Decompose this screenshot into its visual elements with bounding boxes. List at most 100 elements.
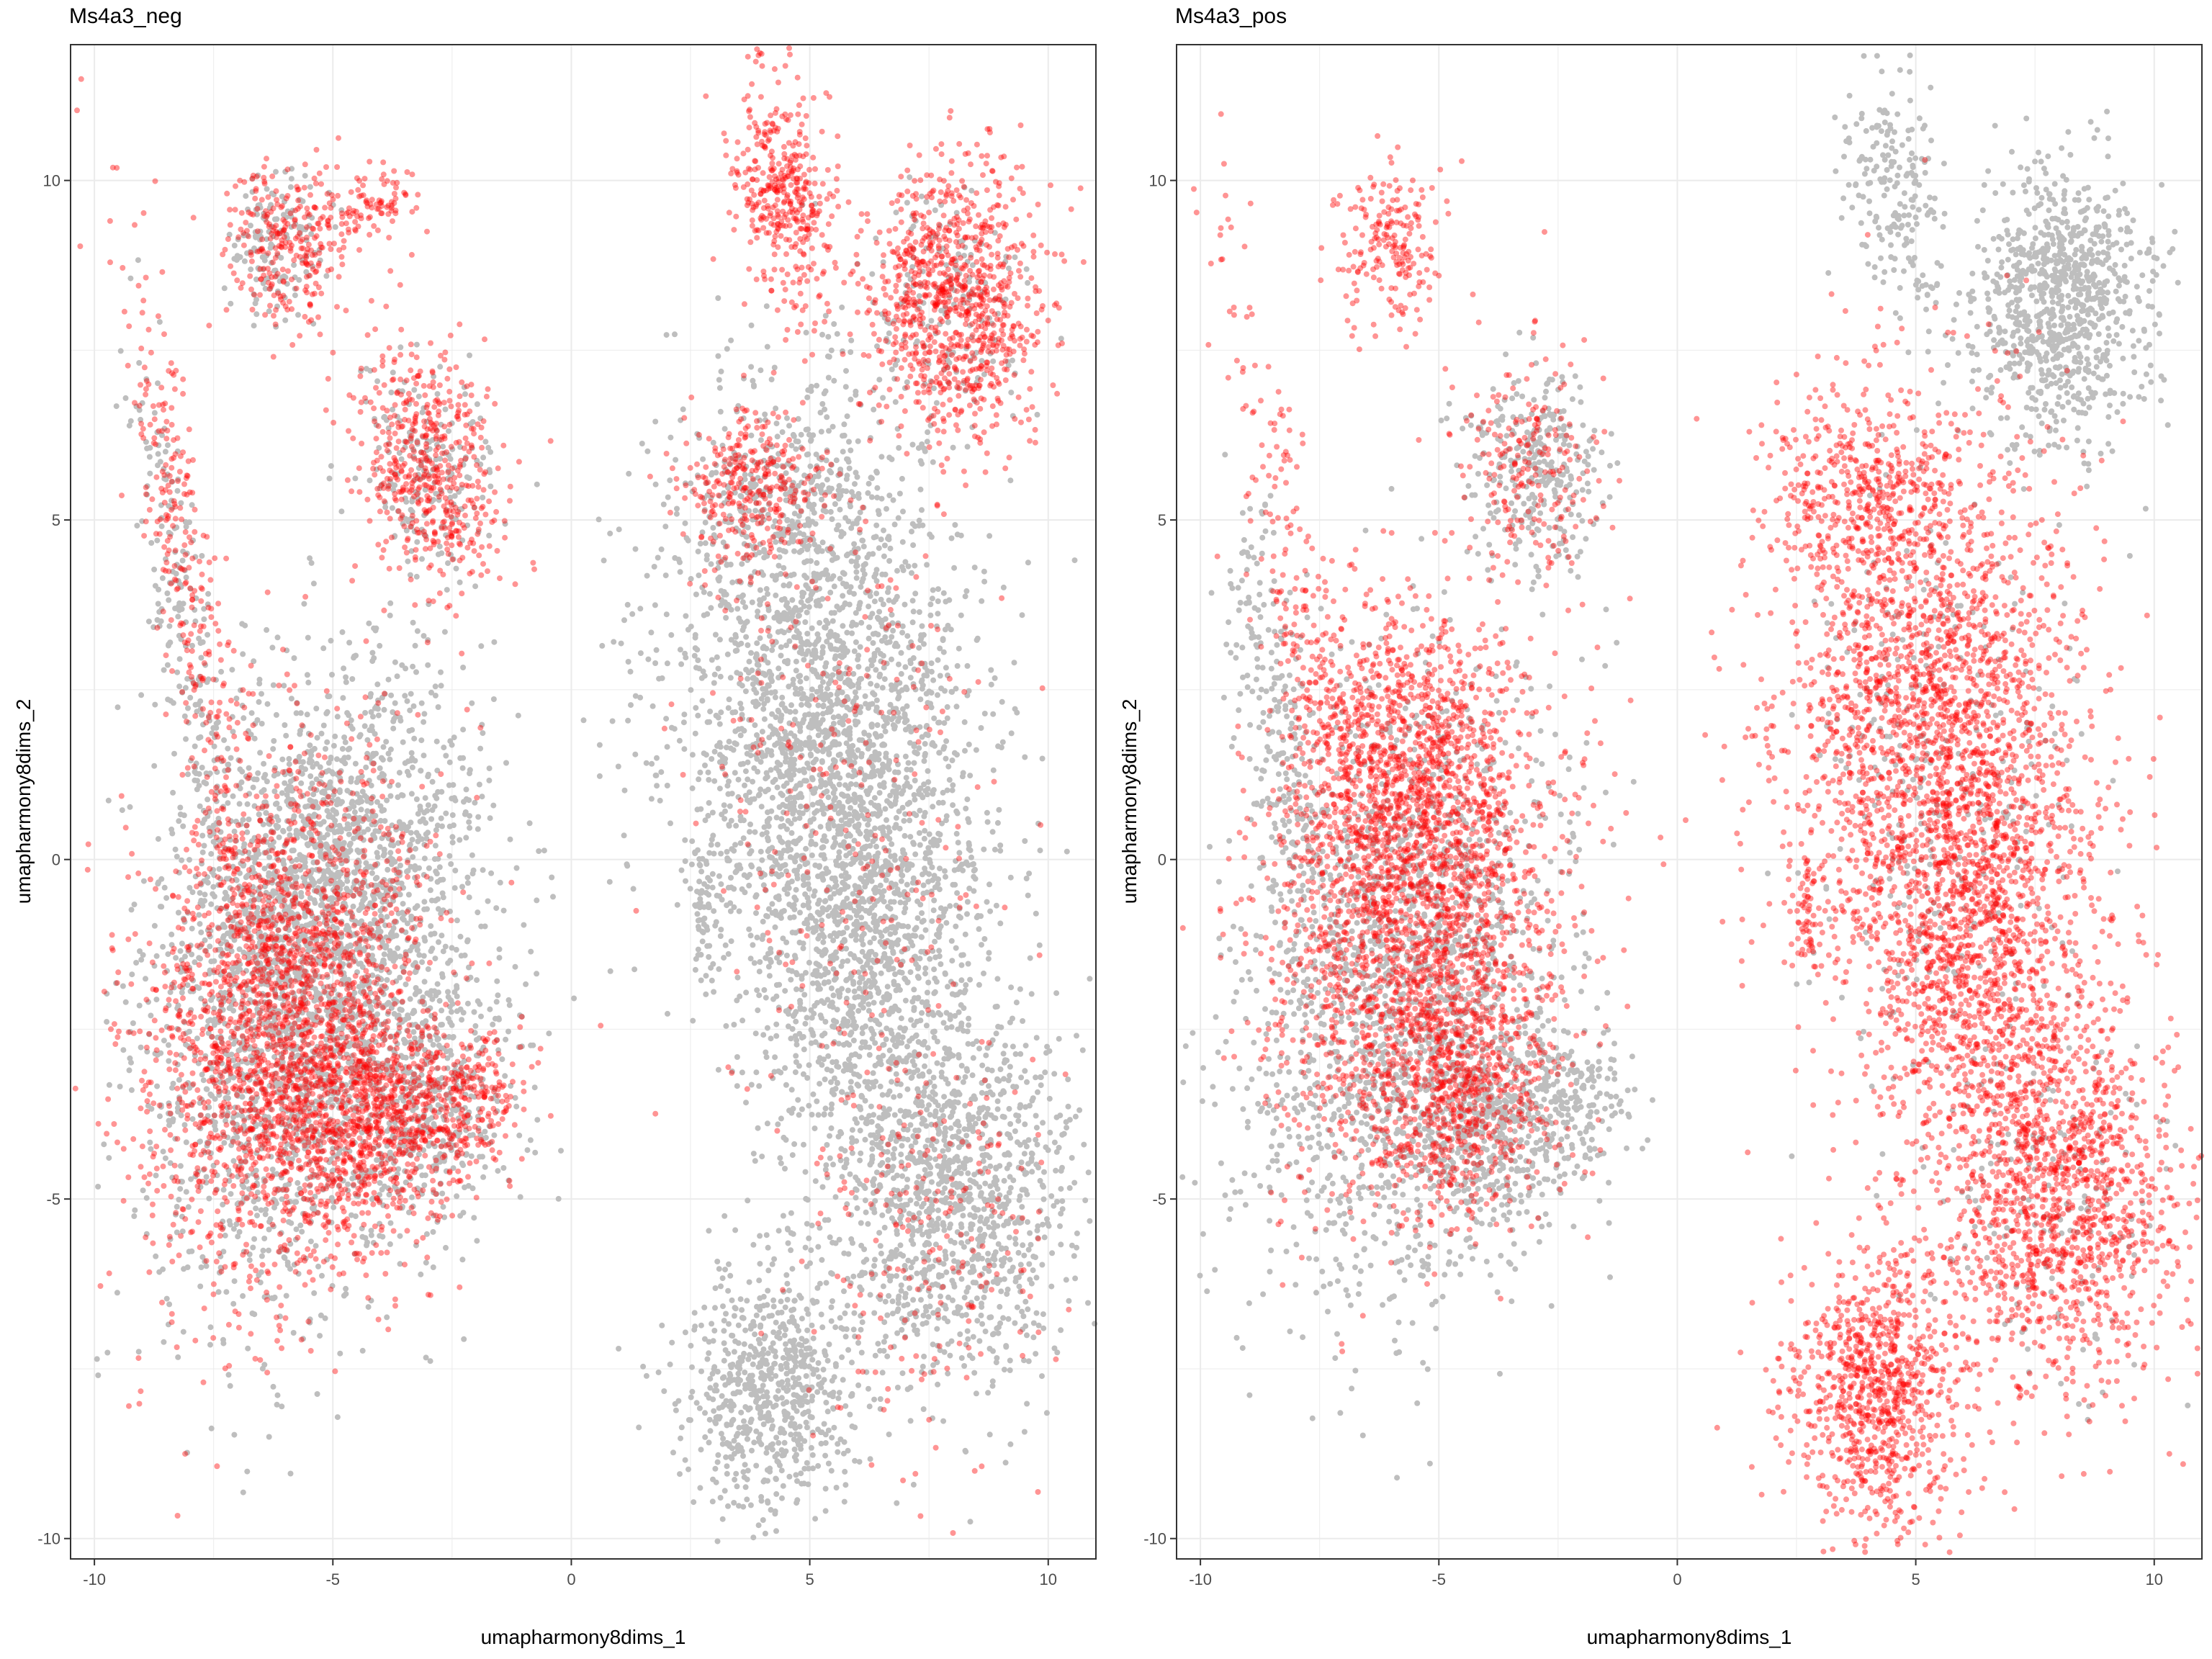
background-point	[895, 515, 902, 521]
background-point	[398, 792, 405, 799]
background-point	[873, 590, 880, 597]
background-point	[839, 304, 845, 310]
background-point	[953, 685, 959, 692]
background-point	[911, 760, 917, 766]
background-point	[436, 1042, 442, 1048]
background-point	[857, 509, 863, 516]
background-point	[272, 801, 279, 807]
background-point	[486, 765, 493, 772]
background-point	[462, 952, 468, 958]
background-point	[466, 819, 472, 825]
background-point	[279, 756, 286, 763]
background-point	[765, 1244, 771, 1251]
background-point	[336, 822, 343, 829]
background-point	[413, 573, 420, 580]
background-point	[385, 676, 392, 683]
background-point	[625, 717, 631, 724]
background-point	[500, 907, 507, 914]
background-point	[323, 746, 328, 752]
background-point	[211, 894, 217, 899]
background-point	[166, 1058, 172, 1064]
background-point	[402, 693, 408, 699]
background-point	[457, 933, 464, 940]
background-point	[167, 1236, 174, 1242]
background-point	[549, 874, 555, 881]
background-point	[329, 895, 336, 902]
background-point	[454, 1193, 460, 1200]
background-point	[743, 744, 750, 750]
background-point	[775, 562, 782, 569]
background-point	[760, 706, 767, 712]
background-point	[724, 346, 730, 352]
background-point	[831, 822, 837, 829]
background-point	[691, 652, 698, 659]
background-point	[871, 795, 878, 801]
background-point	[735, 776, 742, 783]
background-point	[677, 647, 683, 653]
background-point	[425, 662, 431, 668]
background-point	[363, 764, 369, 770]
background-point	[412, 866, 418, 873]
background-point	[407, 841, 413, 848]
background-point	[513, 1103, 520, 1110]
background-point	[262, 1211, 269, 1218]
background-point	[286, 826, 292, 832]
background-point	[797, 678, 804, 685]
background-point	[988, 681, 994, 688]
background-point	[689, 785, 696, 791]
background-point	[208, 850, 215, 857]
background-point	[357, 732, 364, 738]
background-point	[512, 963, 518, 970]
background-point	[174, 1203, 180, 1210]
background-point	[703, 991, 709, 997]
background-point	[291, 655, 297, 661]
background-point	[734, 1083, 740, 1089]
background-point	[664, 660, 670, 667]
background-point	[279, 1099, 285, 1105]
background-point	[329, 769, 336, 775]
background-point	[438, 1022, 444, 1028]
background-point	[843, 368, 849, 374]
background-point	[717, 673, 724, 680]
background-point	[644, 448, 651, 454]
background-point	[311, 897, 318, 904]
background-point	[246, 765, 252, 771]
background-point	[469, 852, 475, 858]
background-point	[478, 1013, 484, 1020]
background-point	[261, 1362, 268, 1368]
background-point	[451, 795, 457, 801]
background-point	[413, 985, 419, 991]
background-point	[787, 794, 793, 801]
background-point	[445, 989, 451, 995]
background-point	[177, 1186, 184, 1192]
background-point	[433, 738, 440, 745]
background-point	[128, 1059, 134, 1066]
background-point	[344, 878, 351, 884]
background-point	[365, 1304, 372, 1310]
background-point	[750, 942, 756, 948]
background-point	[392, 659, 398, 665]
background-point	[814, 382, 820, 389]
background-point	[239, 768, 246, 775]
background-point	[451, 822, 457, 829]
background-point	[734, 670, 740, 676]
background-point	[343, 674, 349, 680]
background-point	[866, 705, 871, 711]
background-point	[521, 922, 527, 928]
background-point	[984, 819, 991, 825]
background-point	[469, 1185, 476, 1192]
background-point	[497, 879, 503, 886]
background-point	[286, 783, 292, 789]
background-point	[449, 840, 456, 846]
background-point	[772, 776, 778, 783]
background-point	[449, 834, 456, 840]
background-point	[418, 737, 425, 744]
background-point	[804, 609, 810, 616]
background-point	[461, 799, 467, 805]
background-point	[423, 1018, 429, 1025]
background-point	[1023, 876, 1030, 881]
background-point	[534, 1117, 541, 1123]
background-point	[390, 725, 397, 732]
background-point	[413, 845, 418, 852]
background-point	[328, 637, 334, 644]
